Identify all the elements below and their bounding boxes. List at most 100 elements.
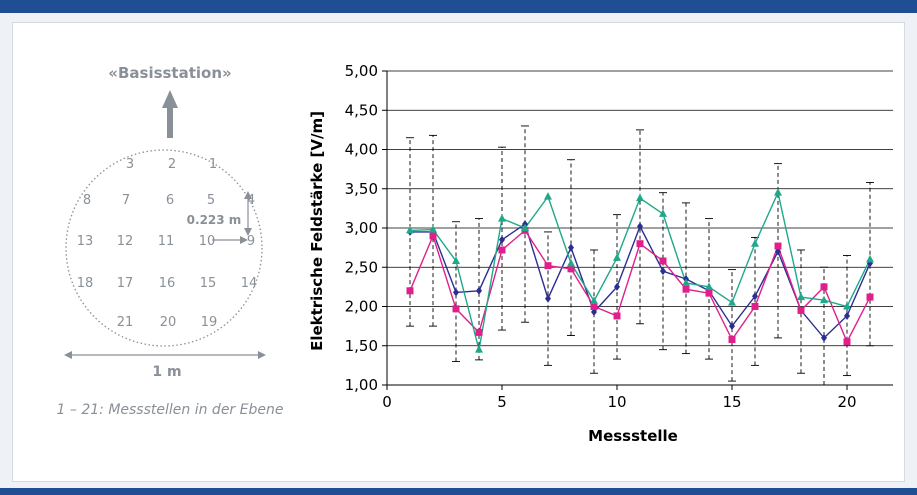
point-label-17: 17 bbox=[117, 276, 134, 291]
y-tick-label: 5,00 bbox=[345, 62, 378, 80]
point-label-2: 2 bbox=[168, 157, 176, 172]
data-point bbox=[614, 282, 620, 291]
point-label-6: 6 bbox=[166, 193, 174, 208]
figure-panel bbox=[12, 22, 905, 482]
y-tick-label: 2,00 bbox=[345, 298, 378, 316]
y-tick-label: 1,50 bbox=[345, 337, 378, 355]
top-border bbox=[0, 0, 917, 13]
up-arrow-icon bbox=[162, 90, 178, 138]
point-label-20: 20 bbox=[160, 315, 177, 330]
data-point bbox=[452, 305, 460, 313]
data-point bbox=[521, 223, 529, 231]
point-label-19: 19 bbox=[201, 315, 218, 330]
data-point bbox=[797, 292, 805, 301]
measurement-circle bbox=[65, 149, 263, 347]
data-point bbox=[866, 254, 874, 263]
data-point bbox=[567, 265, 575, 273]
point-label-7: 7 bbox=[122, 193, 130, 208]
data-point bbox=[820, 283, 828, 291]
data-point bbox=[476, 286, 482, 295]
data-point bbox=[844, 311, 850, 320]
data-point bbox=[568, 243, 574, 252]
point-label-10: 10 bbox=[199, 234, 216, 249]
data-point bbox=[821, 333, 827, 342]
y-tick-label: 1,00 bbox=[345, 376, 378, 394]
data-point bbox=[498, 214, 506, 222]
x-tick-label: 5 bbox=[497, 393, 507, 411]
x-tick-label: 10 bbox=[607, 393, 626, 411]
x-tick-label: 20 bbox=[837, 393, 856, 411]
chart-axes bbox=[382, 70, 893, 390]
data-point bbox=[453, 288, 459, 297]
point-label-3: 3 bbox=[126, 157, 134, 172]
data-point bbox=[637, 222, 643, 231]
data-point bbox=[429, 232, 437, 240]
data-point bbox=[498, 246, 506, 254]
point-label-5: 5 bbox=[207, 193, 215, 208]
data-point bbox=[659, 257, 667, 265]
data-point bbox=[843, 302, 851, 310]
diagram-caption: 1 – 21: Messstellen in der Ebene bbox=[57, 402, 284, 418]
data-point bbox=[752, 292, 758, 301]
data-point bbox=[751, 239, 759, 247]
data-point bbox=[843, 338, 851, 346]
point-label-18: 18 bbox=[77, 276, 94, 291]
field-strength-chart: 1,00 1,50 2,00 2,50 3,00 3,50 4,00 4,50 5,00 0 5 1… bbox=[308, 62, 893, 445]
data-point bbox=[590, 296, 598, 305]
y-tick-label: 3,50 bbox=[345, 180, 378, 198]
point-label-1: 1 bbox=[209, 157, 217, 172]
y-tick-label: 4,50 bbox=[345, 101, 378, 119]
data-point bbox=[705, 289, 713, 297]
data-point bbox=[797, 306, 805, 314]
y-axis-label: Elektrische Feldstärke [V/m] bbox=[308, 111, 326, 351]
data-point bbox=[728, 298, 736, 306]
data-point bbox=[774, 188, 782, 196]
point-label-21: 21 bbox=[117, 315, 134, 330]
y-tick-label: 4,00 bbox=[345, 141, 378, 159]
data-point bbox=[475, 345, 483, 353]
data-point bbox=[820, 295, 828, 304]
data-point bbox=[636, 193, 644, 202]
data-point bbox=[613, 312, 621, 320]
base-station-label: «Basisstation» bbox=[108, 64, 231, 82]
series-markers bbox=[406, 188, 874, 353]
scale-label: 1 m bbox=[152, 364, 181, 380]
data-point bbox=[729, 322, 735, 331]
data-point bbox=[613, 253, 621, 261]
point-label-12: 12 bbox=[117, 234, 134, 249]
data-point bbox=[659, 209, 667, 217]
data-point bbox=[406, 287, 414, 295]
point-label-14: 14 bbox=[241, 276, 258, 291]
distance-label: 0.223 m bbox=[187, 213, 242, 227]
point-label-15: 15 bbox=[200, 276, 217, 291]
data-point bbox=[545, 294, 551, 303]
data-point bbox=[499, 235, 505, 244]
point-label-16: 16 bbox=[159, 276, 176, 291]
data-point bbox=[682, 285, 690, 293]
data-point bbox=[751, 303, 759, 310]
data-point bbox=[682, 278, 690, 286]
data-point bbox=[590, 303, 598, 310]
data-point bbox=[636, 240, 644, 248]
bottom-border bbox=[0, 488, 917, 495]
data-point bbox=[705, 282, 713, 290]
point-label-9: 9 bbox=[247, 234, 255, 249]
y-tick-label: 3,00 bbox=[345, 219, 378, 237]
y-tick-labels: 1,00 1,50 2,00 2,50 3,00 3,50 4,00 4,50 5,00 bbox=[345, 62, 378, 394]
y-tick-label: 2,50 bbox=[345, 258, 378, 276]
x-tick-labels: 0 5 10 15 20 bbox=[382, 393, 856, 411]
data-point bbox=[544, 262, 552, 270]
measurement-diagram: «Basisstation» 1234567891011121314151617… bbox=[57, 64, 284, 418]
point-label-11: 11 bbox=[158, 234, 175, 249]
data-point bbox=[429, 225, 437, 233]
point-label-13: 13 bbox=[77, 234, 94, 249]
data-point bbox=[475, 328, 483, 336]
data-point bbox=[866, 293, 874, 301]
point-label-8: 8 bbox=[83, 193, 91, 208]
data-point bbox=[567, 258, 575, 267]
data-point bbox=[660, 267, 666, 276]
data-point bbox=[774, 242, 782, 250]
